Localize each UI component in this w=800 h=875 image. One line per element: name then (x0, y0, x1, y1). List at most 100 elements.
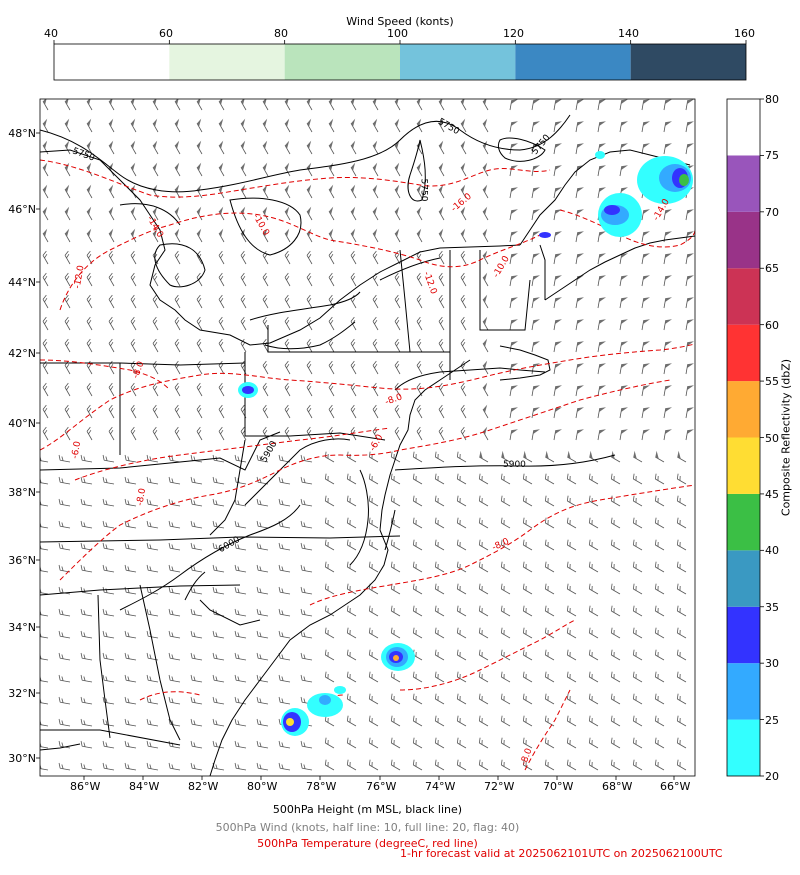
wind-barb (394, 162, 401, 177)
lat-label: 32°N (8, 687, 36, 700)
wind-barb (394, 228, 401, 243)
wind-barb (86, 316, 93, 331)
wind-barb (218, 140, 225, 155)
wind-barb (262, 228, 269, 243)
reflectivity-colorbar-cell (727, 719, 760, 776)
temp-label: -8.0 (131, 360, 147, 380)
temp-label: -8.0 (135, 487, 149, 507)
wind-barb (130, 99, 137, 111)
wind-barb (328, 360, 335, 375)
wind-barb (64, 184, 71, 199)
wind-barb (108, 118, 115, 133)
reflectivity-colorbar-label: Composite Reflectivity (dbZ) (779, 358, 793, 517)
wind-barb (350, 382, 357, 397)
wind-barb (438, 140, 445, 155)
wind-barb (262, 316, 269, 331)
wind-barb (482, 228, 489, 243)
wind-barb (240, 272, 247, 287)
wind-barb (174, 294, 181, 309)
wind-barb (240, 162, 247, 177)
wind-barb (152, 316, 159, 331)
wind-barb (482, 294, 489, 309)
wind-barb (108, 228, 115, 243)
wind-barb (438, 316, 445, 331)
wind-barb (42, 118, 49, 133)
wind-colorbar-cell (284, 44, 400, 80)
wind-barb (152, 99, 159, 111)
refl-tick: 35 (765, 601, 779, 614)
map-graphic (36, 98, 696, 780)
reflectivity-colorbar-cell (727, 99, 760, 156)
wind-barb (306, 360, 313, 375)
wind-barb (460, 272, 467, 287)
temp-label: -10.0 (250, 212, 271, 238)
wind-barb (240, 294, 247, 309)
wind-barb (394, 360, 401, 375)
wind-barb (174, 272, 181, 287)
temp-label: -14.0 (651, 197, 672, 223)
reflectivity-colorbar-cell (727, 437, 760, 494)
wind-barb (284, 316, 291, 331)
wind-barb (42, 228, 49, 243)
wind-barb (218, 272, 225, 287)
wind-barb (218, 316, 225, 331)
wind-barb (64, 206, 71, 221)
wind-barb (174, 118, 181, 133)
wind-barb (460, 206, 467, 221)
temp-label: -8.0 (490, 536, 511, 554)
wind-barb (328, 118, 335, 133)
wind-barb (460, 360, 467, 375)
temp-label: -16.0 (449, 191, 474, 215)
wind-barb (108, 206, 115, 221)
wind-barb (64, 294, 71, 309)
wind-barb (174, 206, 181, 221)
temp-label: -14.0 (144, 214, 165, 240)
lat-label: 42°N (8, 347, 36, 360)
height-label: 5750 (530, 133, 553, 157)
wind-barb (284, 184, 291, 199)
wind-barb (218, 338, 225, 353)
wind-barb (460, 338, 467, 353)
wind-barb (328, 338, 335, 353)
wind-barb (218, 228, 225, 243)
wind-barb (306, 250, 313, 265)
refl-tick: 55 (765, 375, 779, 388)
wind-barb (350, 250, 357, 265)
temp-label: -12.0 (420, 270, 439, 296)
wind-barb (42, 382, 49, 397)
wind-barb (196, 228, 203, 243)
wind-barb (350, 206, 357, 221)
wind-barb (438, 250, 445, 265)
wind-barb (218, 360, 225, 375)
wind-barb (438, 99, 445, 111)
wind-barb (262, 272, 269, 287)
wind-barb (438, 206, 445, 221)
wind-barb (86, 272, 93, 287)
wind-barb (108, 272, 115, 287)
wind-barb (174, 228, 181, 243)
lat-label: 34°N (8, 621, 36, 634)
wind-barb (328, 162, 335, 177)
lon-label: 82°W (188, 780, 219, 793)
wind-barb (262, 140, 269, 155)
wind-barb (394, 140, 401, 155)
wind-barb (174, 382, 181, 397)
wind-barb (240, 250, 247, 265)
lat-label: 48°N (8, 127, 36, 140)
wind-barb (460, 250, 467, 265)
refl-tick: 50 (765, 432, 779, 445)
reflectivity-colorbar-cell (727, 268, 760, 325)
wind-barb (284, 99, 291, 111)
wind-barb (86, 294, 93, 309)
lat-label: 30°N (8, 752, 36, 765)
wind-barb (64, 118, 71, 133)
wind-barb (416, 162, 423, 177)
lon-label: 66°W (660, 780, 691, 793)
wind-barb (482, 206, 489, 221)
wind-barb (350, 99, 357, 111)
wind-barb (416, 360, 423, 375)
wind-barb (460, 184, 467, 199)
wind-barb (416, 184, 423, 199)
wind-barb (196, 140, 203, 155)
wind-barb (394, 294, 401, 309)
